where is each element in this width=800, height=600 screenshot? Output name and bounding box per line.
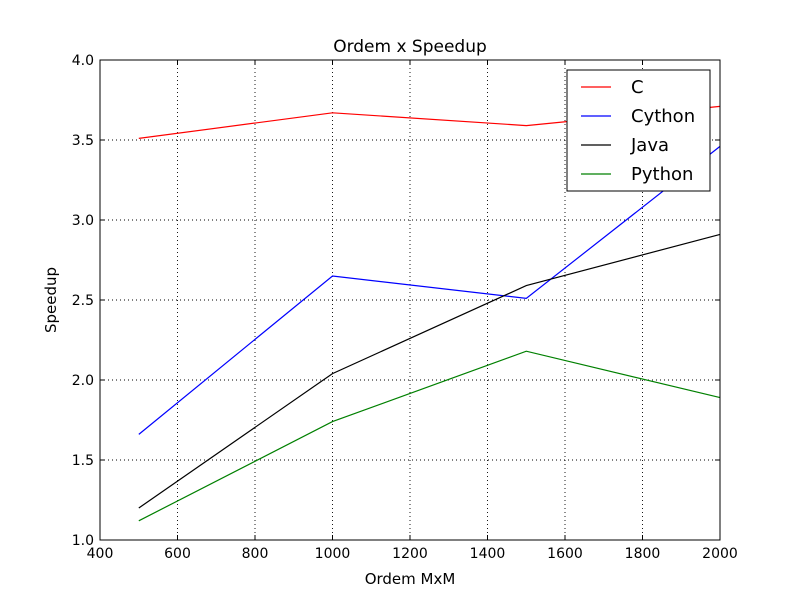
legend-label-cython: Cython [631, 106, 695, 127]
x-tick-label: 1400 [470, 546, 506, 562]
chart-title: Ordem x Speedup [333, 37, 487, 57]
y-tick-label: 1.5 [72, 453, 94, 469]
x-axis-label: Ordem MxM [365, 570, 456, 588]
x-tick-label: 1200 [392, 546, 428, 562]
y-tick-label: 3.0 [72, 213, 94, 229]
legend-label-python: Python [631, 164, 693, 185]
x-tick-label: 2000 [702, 546, 738, 562]
series-line-python [138, 350, 721, 522]
x-tick-label: 1000 [315, 546, 351, 562]
y-tick-label: 4.0 [72, 53, 94, 69]
legend-label-c: C [631, 77, 644, 98]
x-tick-label: 600 [164, 546, 191, 562]
x-tick-label: 400 [87, 546, 114, 562]
y-axis-label: Speedup [42, 267, 60, 333]
x-tick-label: 1800 [625, 546, 661, 562]
y-tick-label: 1.0 [72, 533, 94, 549]
legend-label-java: Java [630, 135, 669, 156]
x-tick-label: 800 [242, 546, 269, 562]
y-tick-label: 3.5 [72, 133, 94, 149]
legend-box [566, 69, 711, 192]
tick-layer: 400 600 800 1000 1200 1400 1600 1800 2000 1.0 1.5 2… [72, 53, 738, 562]
y-tick-label: 2.5 [72, 293, 94, 309]
y-tick-label: 2.0 [72, 373, 94, 389]
legend: C Cython Java Python [566, 69, 711, 192]
series-line-cython [138, 145, 721, 435]
series-line-java [138, 233, 721, 509]
x-tick-label: 1600 [547, 546, 583, 562]
